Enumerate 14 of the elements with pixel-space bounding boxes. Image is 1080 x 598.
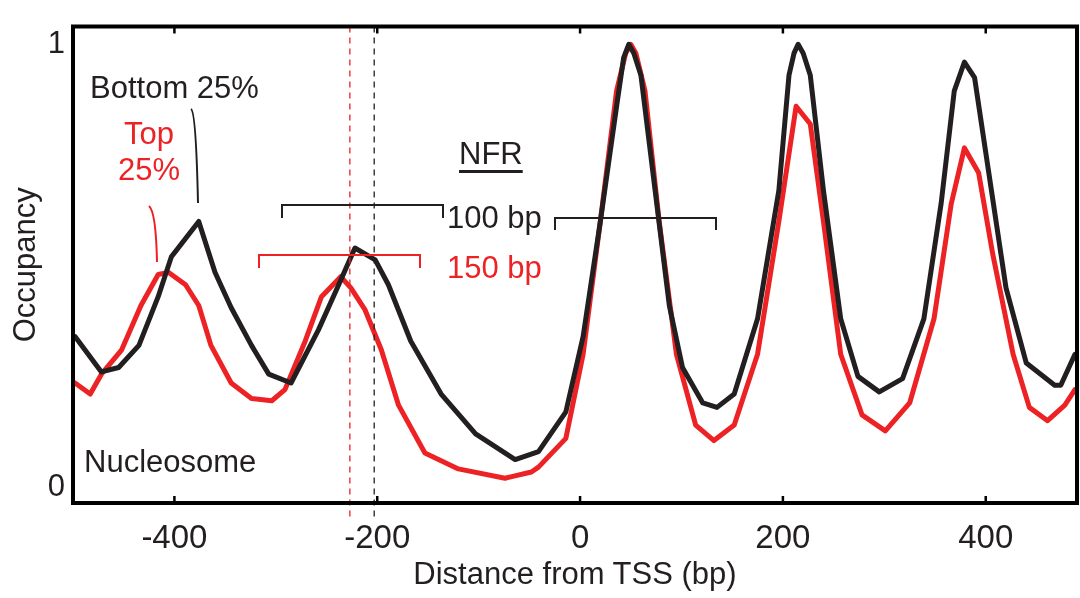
text: Top 25%: [116, 116, 181, 188]
x-tick-label: 200: [755, 517, 811, 555]
x-axis-title: Distance from TSS (bp): [413, 555, 737, 591]
text: Bottom 25%: [90, 70, 259, 106]
annotation: Nucleosome: [84, 444, 257, 480]
annotation: NFR: [459, 136, 523, 172]
annotation: 100 bp: [447, 200, 542, 236]
x-tick-label: -200: [344, 517, 411, 555]
x-tick-label: 0: [570, 517, 590, 555]
annotation: 150 bp: [447, 250, 542, 286]
y-tick-label: 1: [47, 24, 65, 60]
x-tick-label: -400: [141, 517, 208, 555]
x-tick-label: 400: [958, 517, 1014, 555]
y-axis-title: Occupancy: [7, 186, 43, 343]
